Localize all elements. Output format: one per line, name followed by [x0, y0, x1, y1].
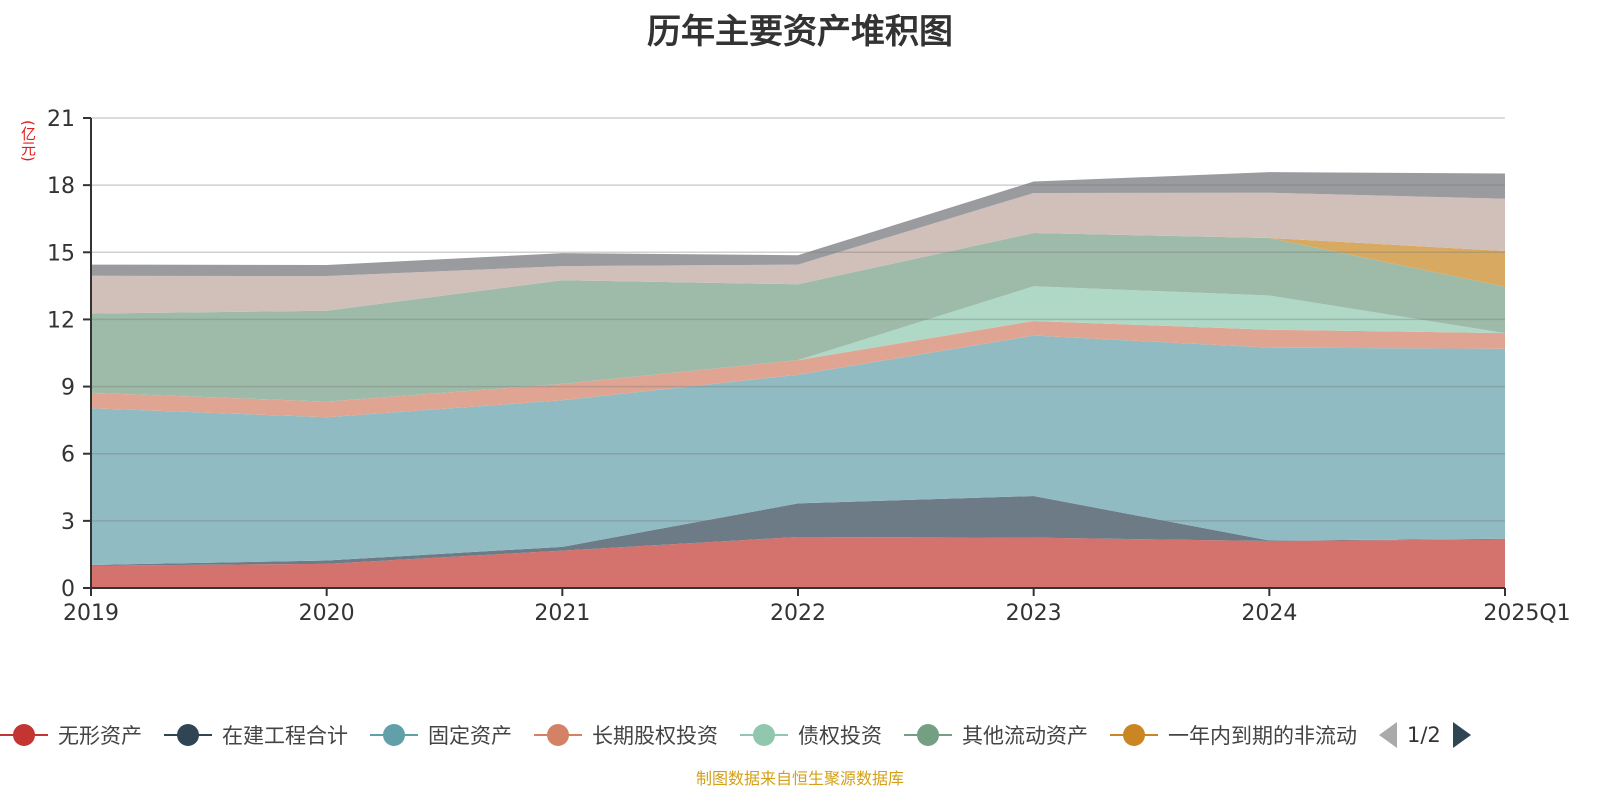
x-tick-label: 2022	[770, 601, 826, 626]
chart-title: 历年主要资产堆积图	[647, 12, 953, 52]
legend-item[interactable]: 在建工程合计	[164, 720, 348, 750]
y-tick-label: 0	[61, 577, 75, 602]
x-tick-label: 2024	[1241, 601, 1297, 626]
area-series-4	[91, 286, 1505, 402]
legend-item[interactable]: 长期股权投资	[534, 720, 718, 750]
y-tick-label: 3	[61, 510, 75, 535]
legend-label: 一年内到期的非流动	[1168, 724, 1357, 748]
stacked-area-chart: 0 3 6 9 12 15 18 21 2019 2020 2021 2022 2023 2024 2025…	[47, 107, 1571, 626]
legend-item[interactable]: 一年内到期的非流动	[1110, 720, 1357, 750]
legend-label: 固定资产	[428, 724, 512, 748]
y-tick-label: 6	[61, 443, 75, 468]
legend-label: 债权投资	[798, 724, 882, 748]
legend-item[interactable]: 固定资产	[370, 720, 512, 750]
area-series-5	[91, 233, 1505, 402]
legend-marker-icon	[534, 723, 582, 747]
legend-marker-icon	[370, 723, 418, 747]
y-tick-label: 9	[61, 376, 75, 401]
area-series-7	[91, 192, 1505, 314]
y-axis-unit-label: (亿元)	[19, 120, 37, 162]
legend-marker-icon	[164, 723, 212, 747]
x-tick-label: 2019	[63, 601, 119, 626]
legend-label: 在建工程合计	[222, 724, 348, 748]
legend-label: 无形资产	[58, 724, 142, 748]
legend: 无形资产 在建工程合计 固定资产 长期股权投资 债权投资 其他流动资产 一年内到期的非流动 1…	[0, 718, 1600, 752]
y-tick-label: 12	[47, 308, 75, 333]
legend-label: 长期股权投资	[592, 724, 718, 748]
x-tick-label: 2023	[1006, 601, 1062, 626]
area-series-0	[91, 536, 1505, 588]
legend-item[interactable]: 其他流动资产	[904, 720, 1088, 750]
area-series-1	[91, 496, 1505, 566]
legend-marker-icon	[0, 723, 48, 747]
source-footer: 制图数据来自恒生聚源数据库	[695, 769, 904, 788]
legend-item[interactable]: 债权投资	[740, 720, 882, 750]
legend-next-page-icon[interactable]	[1452, 722, 1471, 748]
legend-marker-icon	[1110, 723, 1158, 747]
area-series-8	[91, 172, 1505, 277]
legend-prev-page-icon[interactable]	[1379, 722, 1397, 748]
x-tick-label: 2025Q1	[1483, 601, 1570, 626]
x-tick-label: 2021	[534, 601, 590, 626]
y-tick-label: 21	[47, 107, 75, 132]
x-tick-label: 2020	[299, 601, 355, 626]
area-series-3	[91, 320, 1505, 418]
area-series-2	[91, 335, 1505, 565]
y-tick-label: 15	[47, 241, 75, 266]
legend-marker-icon	[904, 723, 952, 747]
legend-pager: 1/2	[1379, 722, 1471, 748]
legend-marker-icon	[740, 723, 788, 747]
legend-label: 其他流动资产	[962, 724, 1088, 748]
legend-item[interactable]: 无形资产	[0, 720, 142, 750]
y-tick-label: 18	[47, 174, 75, 199]
legend-page-indicator: 1/2	[1407, 723, 1441, 747]
